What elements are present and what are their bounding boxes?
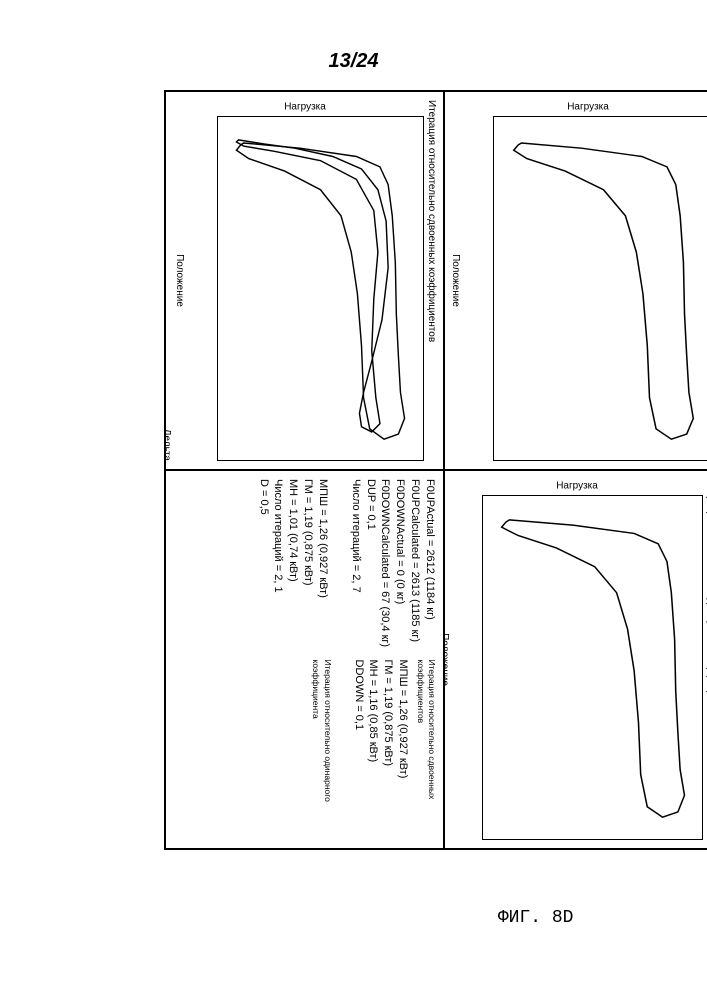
f0down-calc: F0DOWNCalculated = 67 (30,4 кг) <box>377 479 392 656</box>
bl-plot <box>217 116 424 461</box>
ddown: DDOWN = 0,1 <box>350 660 365 837</box>
sub1-title: Итерация относительно сдвоенных коэффици… <box>414 660 437 837</box>
bl-ylabel: Нагрузка <box>284 101 326 112</box>
mn2: МН = 1,01 (0,74 кВт) <box>285 479 300 656</box>
page-number: 13/24 <box>34 50 674 73</box>
iter2: Число итераций = 2, 1 <box>270 479 285 656</box>
mpsh1: МПШ = 1,26 (0,927 кВт) <box>395 660 410 837</box>
iter-count: Число итераций = 2, 7 <box>347 479 362 656</box>
tr-plot <box>482 495 703 840</box>
br-left-col: F0UPActual = 2612 (1184 кг) F0UPCalculat… <box>170 479 437 660</box>
mn1: МН = 1,16 (0,85 кВт) <box>365 660 380 837</box>
cell-top-left: Нагрузка Положение <box>444 91 707 470</box>
f0up-calc: F0UPCalculated = 2613 (1185 кг) <box>407 479 422 656</box>
f0down-actual: F0DOWNActual = 0 (0 кг) <box>392 479 407 656</box>
br-right-col: Итерация относительно сдвоенных коэффици… <box>170 660 437 841</box>
tr-xlabel: Положение <box>444 479 450 840</box>
cell-bl-title: Итерация относительно сдвоенных коэффици… <box>426 100 437 461</box>
bl-delta: Дельта <box>165 100 172 461</box>
tl-plot <box>493 116 707 461</box>
d05: D = 0,5 <box>255 479 270 656</box>
tr-curve <box>501 520 684 817</box>
mpsh2: МПШ = 1,26 (0,927 кВт) <box>315 479 330 656</box>
gm1: ГМ = 1,19 (0,875 кВт) <box>380 660 395 837</box>
figure-container: Нагрузка Положение Итерация относительно… <box>164 90 707 850</box>
dup: DUP = 0,1 <box>362 479 377 656</box>
tr-ylabel: Нагрузка <box>556 480 598 491</box>
tl-ylabel: Нагрузка <box>567 101 609 112</box>
cell-top-right: Итерация относительно одинарного коэффиц… <box>444 470 707 849</box>
tl-xlabel: Положение <box>450 100 461 461</box>
f0up-actual: F0UPActual = 2612 (1184 кг) <box>422 479 437 656</box>
figure-label: ФИГ. 8D <box>498 908 574 928</box>
gm2: ГМ = 1,19 (0,875 кВт) <box>300 479 315 656</box>
bl-xlabel: Положение <box>174 100 185 461</box>
sub2-title: Итерация относительно одинарного коэффиц… <box>309 660 332 837</box>
tl-curve <box>513 143 693 439</box>
cell-bottom-right: F0UPActual = 2612 (1184 кг) F0UPCalculat… <box>165 470 444 849</box>
bl-curve-a <box>236 143 404 439</box>
bl-curve-b <box>236 140 388 432</box>
cell-bottom-left: Итерация относительно сдвоенных коэффици… <box>165 91 444 470</box>
